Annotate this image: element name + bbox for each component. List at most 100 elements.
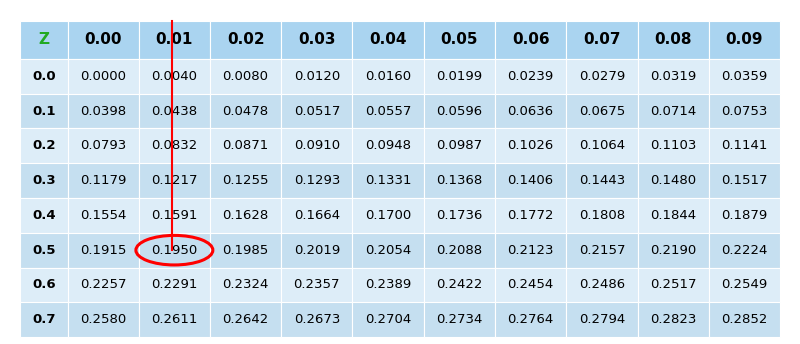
Text: 0.0478: 0.0478 bbox=[222, 105, 269, 118]
Bar bbox=[20, 268, 67, 302]
Text: 0.5: 0.5 bbox=[32, 244, 55, 257]
Text: 0.2389: 0.2389 bbox=[365, 278, 411, 291]
Text: 0.3: 0.3 bbox=[32, 174, 55, 187]
Text: 0.1293: 0.1293 bbox=[294, 174, 340, 187]
Text: 0.1517: 0.1517 bbox=[721, 174, 768, 187]
Text: 0.1406: 0.1406 bbox=[507, 174, 554, 187]
Text: 0.1064: 0.1064 bbox=[579, 139, 625, 152]
Bar bbox=[67, 59, 138, 94]
Text: 0.1985: 0.1985 bbox=[222, 244, 269, 257]
Text: 0.2734: 0.2734 bbox=[436, 313, 482, 326]
Bar bbox=[210, 233, 282, 268]
Text: 0.1808: 0.1808 bbox=[579, 209, 625, 222]
Bar bbox=[495, 233, 566, 268]
Bar bbox=[566, 268, 638, 302]
Bar bbox=[282, 59, 353, 94]
Text: 0.0239: 0.0239 bbox=[507, 70, 554, 83]
Text: 0.1217: 0.1217 bbox=[151, 174, 198, 187]
Bar bbox=[20, 163, 67, 198]
Text: 0.1443: 0.1443 bbox=[578, 174, 625, 187]
Text: 0.2704: 0.2704 bbox=[365, 313, 411, 326]
Text: 0.2549: 0.2549 bbox=[722, 278, 767, 291]
Bar bbox=[282, 198, 353, 233]
Bar bbox=[353, 94, 424, 128]
Text: 0.2157: 0.2157 bbox=[578, 244, 625, 257]
Text: 0.0871: 0.0871 bbox=[222, 139, 269, 152]
Bar bbox=[210, 128, 282, 163]
Bar bbox=[210, 94, 282, 128]
Bar bbox=[353, 233, 424, 268]
Bar bbox=[353, 128, 424, 163]
Bar bbox=[282, 128, 353, 163]
Text: 0.0160: 0.0160 bbox=[365, 70, 411, 83]
Bar bbox=[495, 163, 566, 198]
Text: 0.0714: 0.0714 bbox=[650, 105, 696, 118]
Bar bbox=[282, 268, 353, 302]
Bar bbox=[424, 21, 495, 59]
Text: 0.4: 0.4 bbox=[32, 209, 55, 222]
Bar bbox=[138, 198, 210, 233]
Text: 0.2642: 0.2642 bbox=[222, 313, 269, 326]
Text: 0.1915: 0.1915 bbox=[80, 244, 126, 257]
Text: 0.1554: 0.1554 bbox=[80, 209, 126, 222]
Bar bbox=[424, 268, 495, 302]
Bar bbox=[709, 233, 780, 268]
Bar bbox=[138, 302, 210, 337]
Bar bbox=[709, 268, 780, 302]
Text: 0.0: 0.0 bbox=[32, 70, 55, 83]
Bar bbox=[638, 94, 709, 128]
Text: 0.06: 0.06 bbox=[512, 32, 550, 47]
Text: 0.0438: 0.0438 bbox=[151, 105, 198, 118]
Text: 0.2224: 0.2224 bbox=[721, 244, 767, 257]
Bar bbox=[210, 59, 282, 94]
Bar bbox=[20, 302, 67, 337]
Bar bbox=[566, 94, 638, 128]
Bar bbox=[424, 128, 495, 163]
Bar bbox=[20, 128, 67, 163]
Bar bbox=[67, 163, 138, 198]
Text: 0.02: 0.02 bbox=[227, 32, 265, 47]
Text: 0.0000: 0.0000 bbox=[80, 70, 126, 83]
Text: 0.0080: 0.0080 bbox=[222, 70, 269, 83]
Bar bbox=[424, 198, 495, 233]
Text: 0.1: 0.1 bbox=[32, 105, 55, 118]
Bar bbox=[67, 198, 138, 233]
Text: 0.1772: 0.1772 bbox=[507, 209, 554, 222]
Text: 0.2611: 0.2611 bbox=[151, 313, 198, 326]
Text: 0.1141: 0.1141 bbox=[721, 139, 767, 152]
Text: 0.0279: 0.0279 bbox=[578, 70, 625, 83]
Text: 0.1591: 0.1591 bbox=[151, 209, 198, 222]
Text: 0.6: 0.6 bbox=[32, 278, 55, 291]
Text: 0.0199: 0.0199 bbox=[436, 70, 482, 83]
Text: 0.05: 0.05 bbox=[441, 32, 478, 47]
Bar bbox=[67, 128, 138, 163]
Text: 0.2852: 0.2852 bbox=[721, 313, 767, 326]
Text: 0.2357: 0.2357 bbox=[294, 278, 340, 291]
Bar bbox=[210, 21, 282, 59]
Bar bbox=[495, 198, 566, 233]
Bar bbox=[638, 21, 709, 59]
Bar bbox=[566, 128, 638, 163]
Bar bbox=[138, 268, 210, 302]
Bar bbox=[20, 59, 67, 94]
Bar bbox=[638, 128, 709, 163]
Text: 0.0596: 0.0596 bbox=[436, 105, 482, 118]
Text: 0.2486: 0.2486 bbox=[579, 278, 625, 291]
Bar bbox=[566, 198, 638, 233]
Bar bbox=[709, 94, 780, 128]
Text: 0.0948: 0.0948 bbox=[365, 139, 411, 152]
Bar bbox=[638, 302, 709, 337]
Bar bbox=[210, 268, 282, 302]
Bar bbox=[709, 163, 780, 198]
Text: 0.08: 0.08 bbox=[654, 32, 692, 47]
Bar bbox=[20, 21, 67, 59]
Text: 0.2764: 0.2764 bbox=[507, 313, 554, 326]
Text: 0.1103: 0.1103 bbox=[650, 139, 696, 152]
Bar bbox=[353, 163, 424, 198]
Bar bbox=[424, 94, 495, 128]
Text: 0.04: 0.04 bbox=[370, 32, 407, 47]
Text: 0.2454: 0.2454 bbox=[507, 278, 554, 291]
Text: Z: Z bbox=[38, 32, 50, 47]
Text: 0.1480: 0.1480 bbox=[650, 174, 696, 187]
Text: 0.09: 0.09 bbox=[726, 32, 763, 47]
